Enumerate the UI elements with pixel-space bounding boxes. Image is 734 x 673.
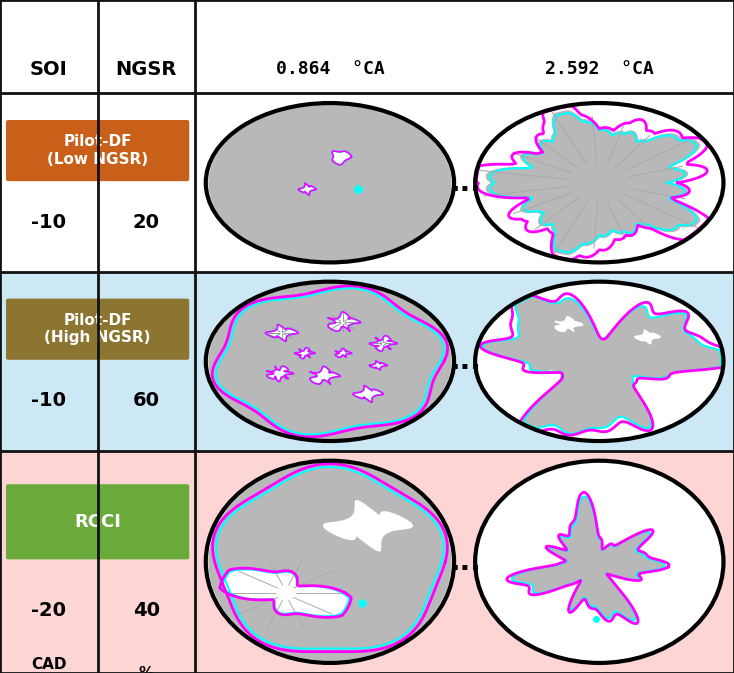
Bar	[0, 272, 734, 451]
Polygon shape	[266, 324, 298, 341]
Polygon shape	[369, 336, 397, 351]
FancyBboxPatch shape	[6, 485, 189, 559]
Ellipse shape	[206, 461, 454, 663]
Ellipse shape	[208, 463, 451, 661]
Text: 2.592  °CA: 2.592 °CA	[545, 60, 654, 78]
Bar	[0, 451, 734, 673]
Text: 20: 20	[133, 213, 160, 232]
Text: NGSR: NGSR	[116, 60, 177, 79]
Polygon shape	[328, 312, 360, 331]
Text: Pilot-DF
(High NGSR): Pilot-DF (High NGSR)	[44, 313, 151, 345]
Text: ...: ...	[448, 169, 481, 197]
Polygon shape	[222, 569, 349, 616]
FancyBboxPatch shape	[6, 120, 189, 181]
Text: -10: -10	[32, 391, 66, 410]
Text: RCCI: RCCI	[74, 513, 121, 531]
Polygon shape	[332, 151, 352, 165]
Polygon shape	[635, 330, 660, 344]
Bar	[0, 94, 734, 272]
Polygon shape	[512, 497, 665, 621]
Polygon shape	[324, 501, 413, 551]
Ellipse shape	[208, 105, 451, 261]
FancyBboxPatch shape	[6, 299, 189, 360]
Ellipse shape	[206, 103, 454, 262]
Ellipse shape	[475, 103, 724, 262]
Ellipse shape	[475, 282, 724, 441]
Polygon shape	[536, 371, 562, 385]
Text: %: %	[139, 666, 154, 673]
Ellipse shape	[208, 283, 451, 439]
Text: SOI: SOI	[30, 60, 68, 79]
Text: ...: ...	[448, 347, 481, 376]
Polygon shape	[335, 349, 352, 357]
Polygon shape	[298, 183, 316, 195]
Text: 0.864  °CA: 0.864 °CA	[275, 60, 385, 78]
Bar	[0, 45, 734, 94]
Text: -20: -20	[32, 601, 66, 621]
Text: 40: 40	[133, 601, 160, 621]
Text: ...: ...	[448, 548, 481, 576]
Polygon shape	[369, 361, 387, 370]
Polygon shape	[310, 366, 340, 384]
Polygon shape	[482, 296, 721, 433]
Polygon shape	[266, 366, 293, 382]
Polygon shape	[353, 386, 383, 402]
Text: CAD
aTDC: CAD aTDC	[26, 657, 71, 673]
Polygon shape	[487, 111, 700, 254]
Ellipse shape	[206, 282, 454, 441]
Ellipse shape	[475, 461, 724, 663]
Text: -10: -10	[32, 213, 66, 232]
Polygon shape	[294, 348, 315, 359]
Text: Pilot-DF
(Low NGSR): Pilot-DF (Low NGSR)	[47, 135, 148, 167]
Polygon shape	[555, 317, 583, 332]
Text: 60: 60	[133, 391, 160, 410]
